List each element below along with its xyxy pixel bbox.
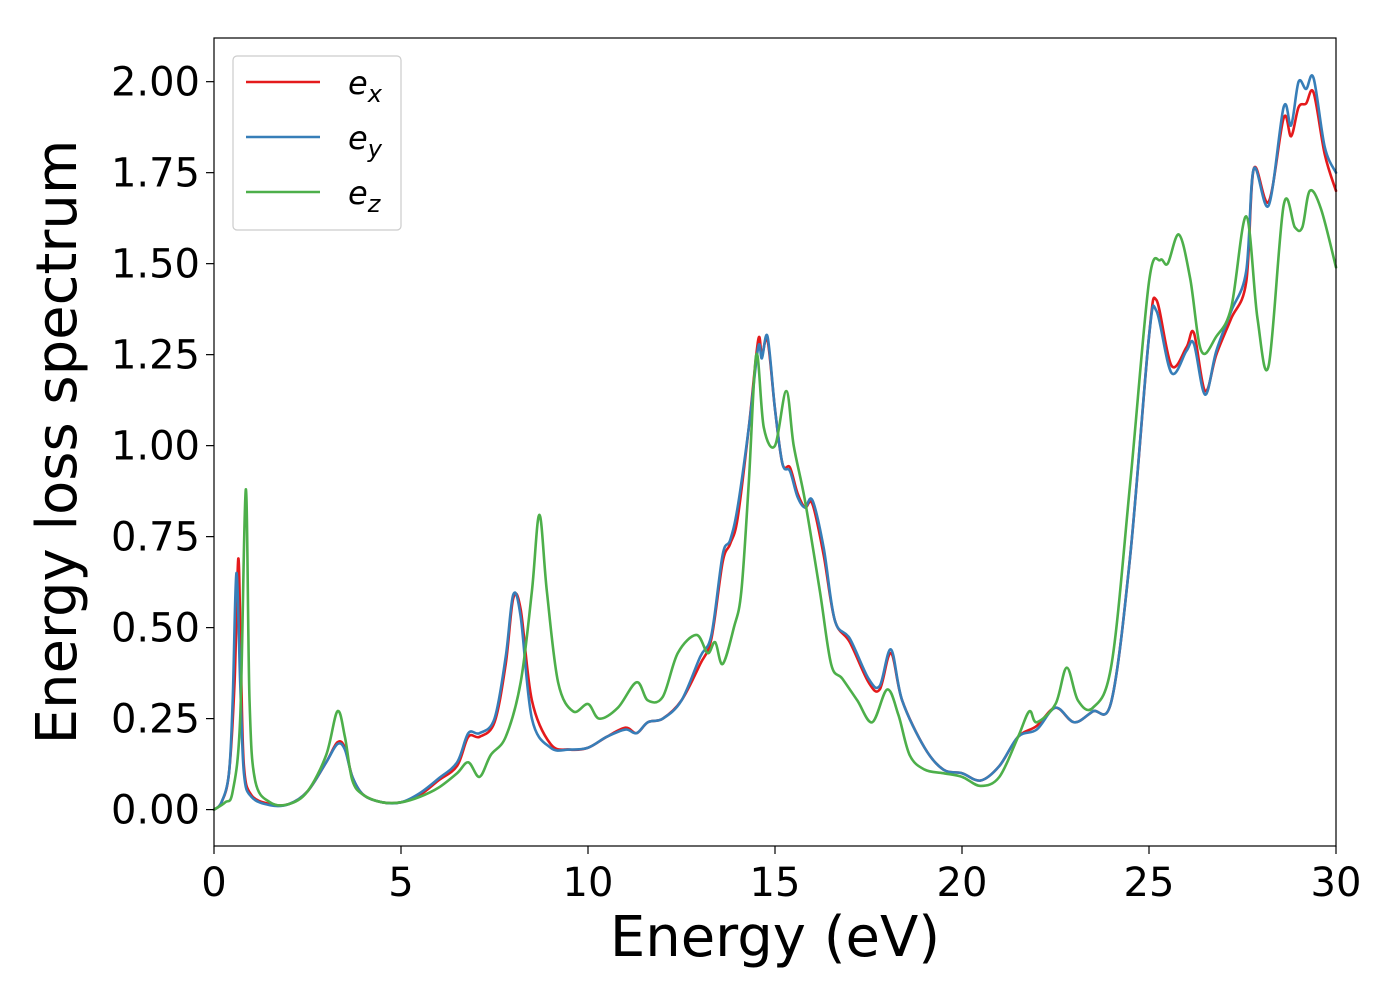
y-tick-label: 1.75	[111, 151, 200, 197]
x-tick-label: 0	[201, 860, 226, 906]
legend-label-subscript: x	[367, 80, 383, 108]
legend-label-subscript: y	[367, 135, 383, 163]
x-tick-label: 30	[1311, 860, 1362, 906]
x-tick-label: 20	[937, 860, 988, 906]
x-tick-label: 15	[750, 860, 801, 906]
legend-label-base: e	[348, 64, 368, 102]
x-tick-label: 10	[563, 860, 614, 906]
y-tick-label: 2.00	[111, 60, 200, 106]
x-tick-label: 25	[1124, 860, 1175, 906]
legend-label-x: ex	[348, 64, 383, 108]
legend-label-base: e	[348, 119, 368, 157]
legend-label-subscript: z	[367, 190, 382, 218]
x-axis: 0 5 10 15 20 25 30	[201, 846, 1361, 906]
series-line-z	[212, 188, 1338, 811]
y-tick-label: 0.75	[111, 515, 200, 561]
series-layer	[212, 74, 1338, 811]
legend-label-z: ez	[348, 174, 382, 218]
y-tick-label: 1.25	[111, 333, 200, 379]
y-tick-label: 0.00	[111, 788, 200, 834]
legend-box	[232, 55, 402, 231]
y-tick-label: 0.25	[111, 697, 200, 743]
y-tick-label: 0.50	[111, 606, 200, 652]
x-tick-label: 5	[388, 860, 413, 906]
series-line-y	[212, 74, 1338, 811]
legend-label-y: ey	[348, 119, 383, 163]
y-axis: 0.00 0.25 0.50 0.75 1.00 1.25 1.50 1.75 2.00	[111, 60, 214, 834]
y-tick-label: 1.00	[111, 424, 200, 470]
x-axis-title: Energy (eV)	[610, 905, 940, 970]
y-axis-title: Energy loss spectrum	[25, 140, 90, 745]
legend-label-base: e	[348, 174, 368, 212]
y-tick-label: 1.50	[111, 242, 200, 288]
